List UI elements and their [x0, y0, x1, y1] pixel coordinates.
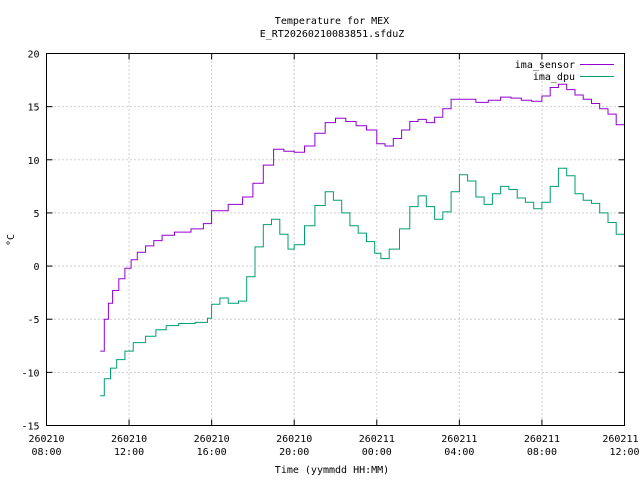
y-tick-label: 10: [27, 156, 39, 167]
y-tick-label: 5: [33, 209, 39, 220]
x-tick-time: 12:00: [609, 447, 639, 458]
x-tick-date: 260211: [441, 434, 477, 445]
x-tick-time: 12:00: [114, 447, 144, 458]
chart-subtitle: E_RT20260210083851.sfduZ: [260, 29, 405, 40]
plot-frame: [46, 53, 625, 426]
series-line-ima-dpu: [100, 167, 625, 397]
x-axis-label: Time (yymmdd HH:MM): [275, 465, 389, 476]
y-axis-label: °C: [6, 234, 17, 246]
x-tick-time: 20:00: [279, 447, 309, 458]
x-tick-date: 260211: [602, 434, 638, 445]
y-tick-label: 0: [33, 262, 39, 273]
y-tick-label: -15: [21, 422, 39, 433]
series-line-ima-sensor: [100, 83, 625, 352]
legend-label-ima-sensor: ima_sensor: [515, 60, 575, 71]
x-tick-date: 260211: [524, 434, 560, 445]
x-tick-date: 260210: [111, 434, 147, 445]
x-tick-date: 260210: [276, 434, 312, 445]
x-tick-time: 00:00: [362, 447, 392, 458]
axis-ticks: -15 -10 -5 0 5 10 15 20 260210 08:00 260210 12:00 26…: [21, 50, 639, 459]
x-tick-date: 260211: [359, 434, 395, 445]
y-tick-label: 15: [27, 103, 39, 114]
series-lines: [100, 83, 625, 397]
legend-label-ima-dpu: ima_dpu: [533, 72, 575, 83]
chart-title: Temperature for MEX: [275, 16, 389, 27]
x-tick-time: 08:00: [527, 447, 557, 458]
x-tick-time: 08:00: [31, 447, 61, 458]
x-tick-date: 260210: [194, 434, 230, 445]
x-tick-date: 260210: [28, 434, 64, 445]
y-tick-label: -10: [21, 368, 39, 379]
grid: [46, 53, 625, 426]
y-tick-label: -5: [27, 315, 39, 326]
x-tick-time: 04:00: [444, 447, 474, 458]
y-tick-label: 20: [27, 50, 39, 61]
x-tick-time: 16:00: [197, 447, 227, 458]
legend: ima_sensor ima_dpu: [515, 60, 614, 83]
